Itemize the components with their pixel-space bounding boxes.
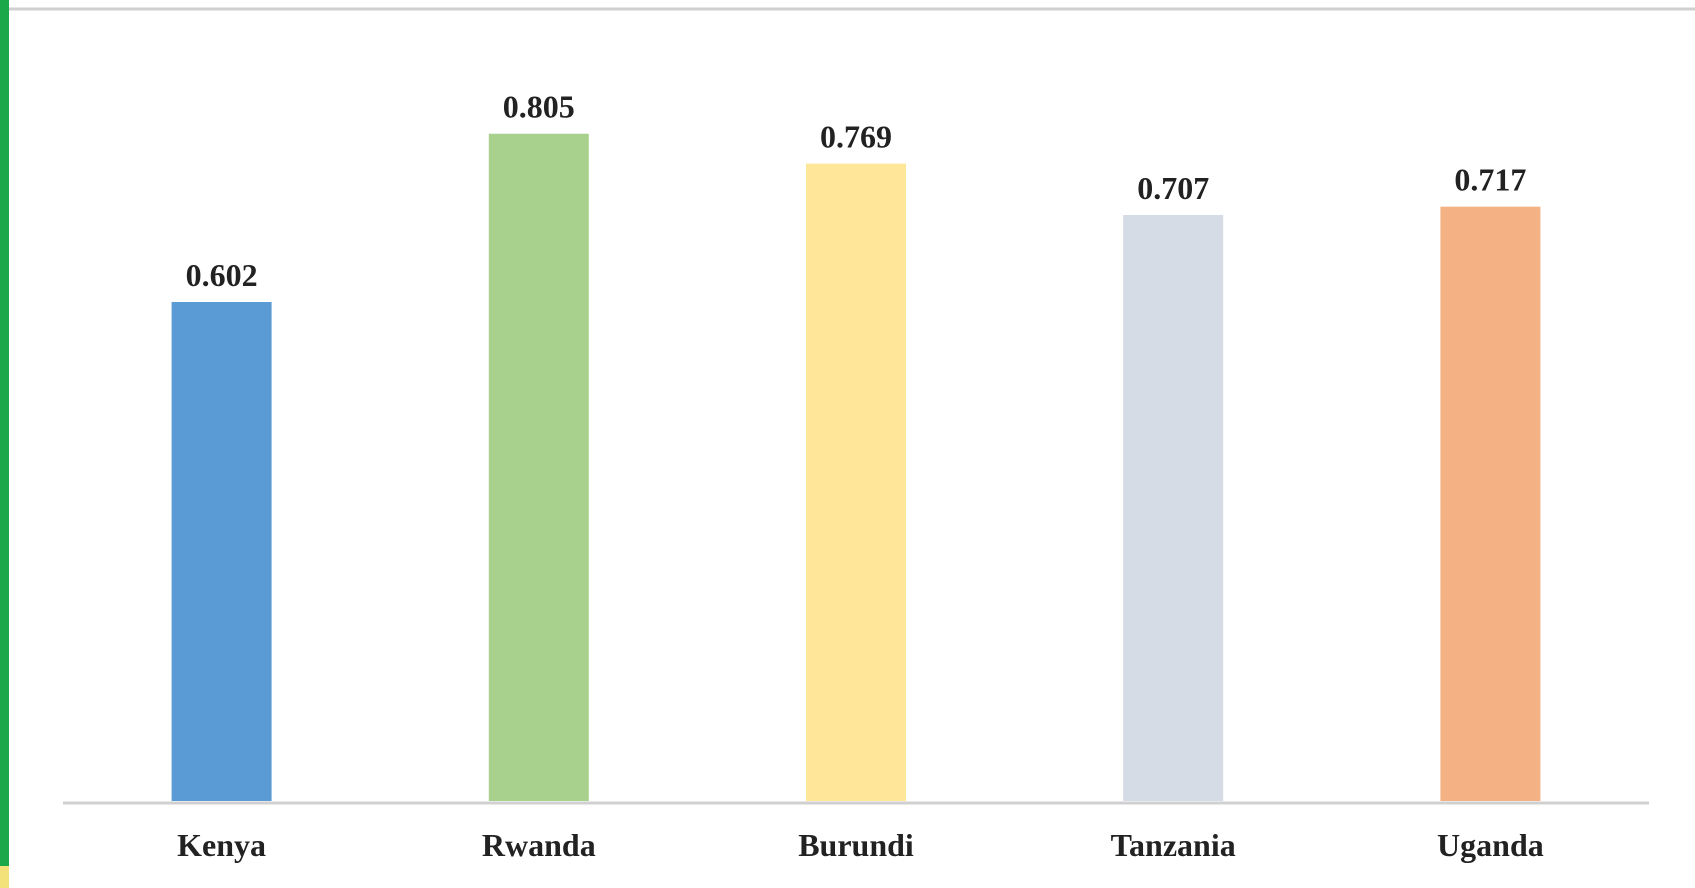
x-tick-label: Uganda [1437,827,1544,863]
bar [806,163,906,801]
value-label: 0.707 [1137,170,1209,206]
x-tick-label: Tanzania [1111,827,1236,863]
bar [488,133,589,801]
value-label: 0.602 [186,257,258,293]
corner-accent [0,866,9,888]
bar [1123,214,1224,801]
value-label: 0.717 [1454,162,1526,198]
bar [1440,206,1541,802]
x-tick-label: Burundi [798,827,914,863]
value-label: 0.769 [820,119,892,155]
bar [171,302,272,801]
left-border [0,0,9,888]
value-label: 0.805 [503,89,575,125]
x-tick-label: Rwanda [482,827,596,863]
x-tick-label: Kenya [177,827,266,863]
